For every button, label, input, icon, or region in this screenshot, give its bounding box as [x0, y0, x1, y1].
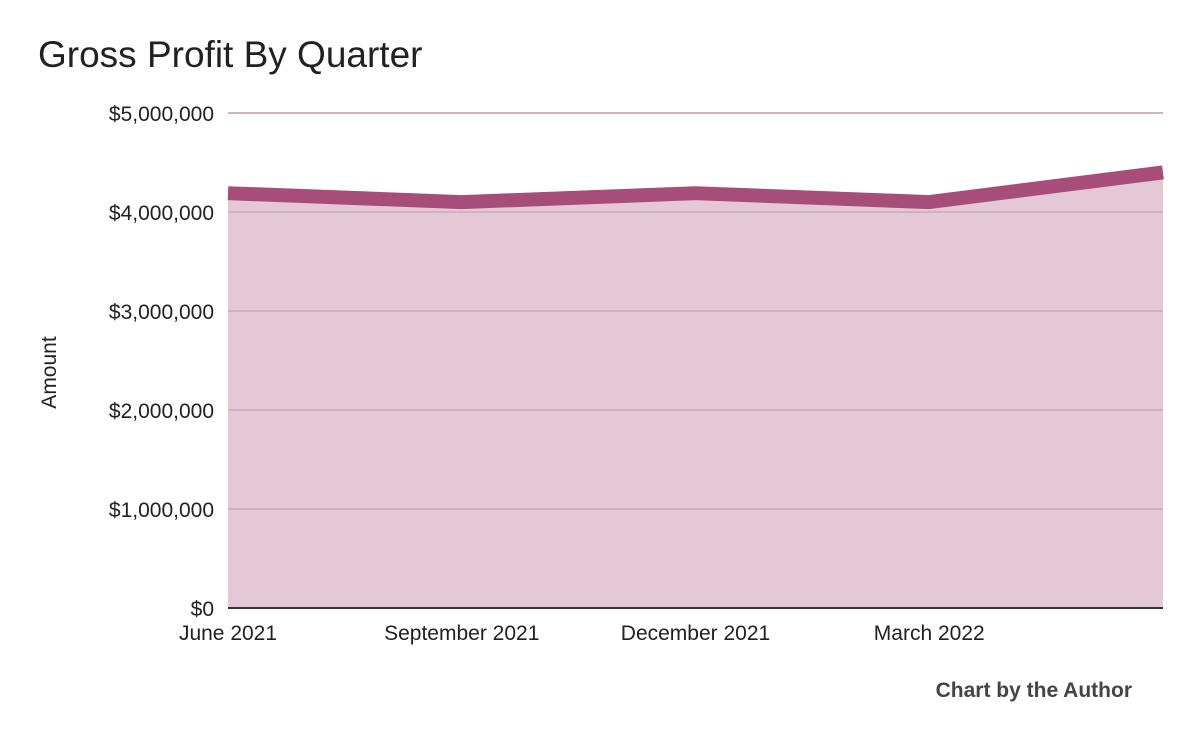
y-tick-labels: $0 $1,000,000 $2,000,000 $3,000,000 $4,000,0… — [109, 103, 214, 621]
y-axis-title: Amount — [38, 336, 61, 409]
y-tick-label: $2,000,000 — [109, 400, 214, 423]
chart-title: Gross Profit By Quarter — [38, 34, 423, 75]
y-tick-label: $5,000,000 — [109, 103, 214, 126]
area-fill — [228, 172, 1163, 608]
chart-credit: Chart by the Author — [935, 679, 1132, 702]
x-tick-label: December 2021 — [621, 622, 770, 645]
y-tick-label: $4,000,000 — [109, 202, 214, 225]
x-tick-label: June 2021 — [179, 622, 277, 645]
series-line — [227, 165, 1164, 210]
y-tick-label: $3,000,000 — [109, 301, 214, 324]
x-tick-label: September 2021 — [384, 622, 539, 645]
area-layer — [227, 112, 1164, 609]
y-tick-label: $1,000,000 — [109, 499, 214, 522]
x-tick-label: March 2022 — [874, 622, 985, 645]
x-tick-labels: June 2021 September 2021 December 2021 Marc… — [179, 622, 985, 645]
y-tick-label: $0 — [191, 598, 214, 621]
